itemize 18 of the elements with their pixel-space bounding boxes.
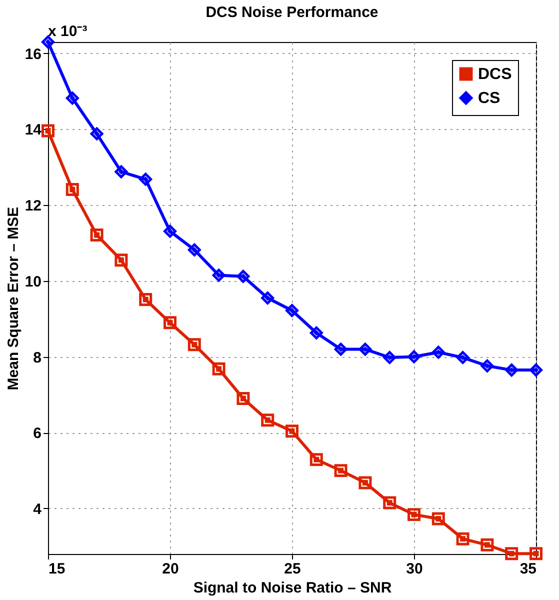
- y-axis-title: Mean Square Error – MSE: [4, 206, 22, 390]
- chart-title: DCS Noise Performance: [206, 4, 378, 21]
- y-tick-label: 12: [24, 198, 42, 215]
- y-tick-label: 16: [24, 46, 42, 63]
- x-tick-label: 20: [162, 560, 179, 578]
- x-tick-label: 25: [284, 560, 301, 578]
- y-tick-label: 6: [33, 425, 42, 442]
- y-tick-label: 8: [33, 349, 42, 366]
- text: x 10⁻³: [48, 23, 88, 40]
- x-tick-label: 30: [406, 560, 423, 578]
- legend-label: DCS: [478, 66, 512, 83]
- y-tick-label: 4: [33, 500, 42, 518]
- x-tick-label: 35: [520, 560, 536, 578]
- y-tick-label: 10: [24, 273, 42, 290]
- x-tick-label: 15: [48, 560, 66, 578]
- y-tick-label: 14: [24, 122, 42, 139]
- x-axis-title: Signal to Noise Ratio – SNR: [193, 580, 392, 596]
- legend-label: CS: [478, 90, 501, 107]
